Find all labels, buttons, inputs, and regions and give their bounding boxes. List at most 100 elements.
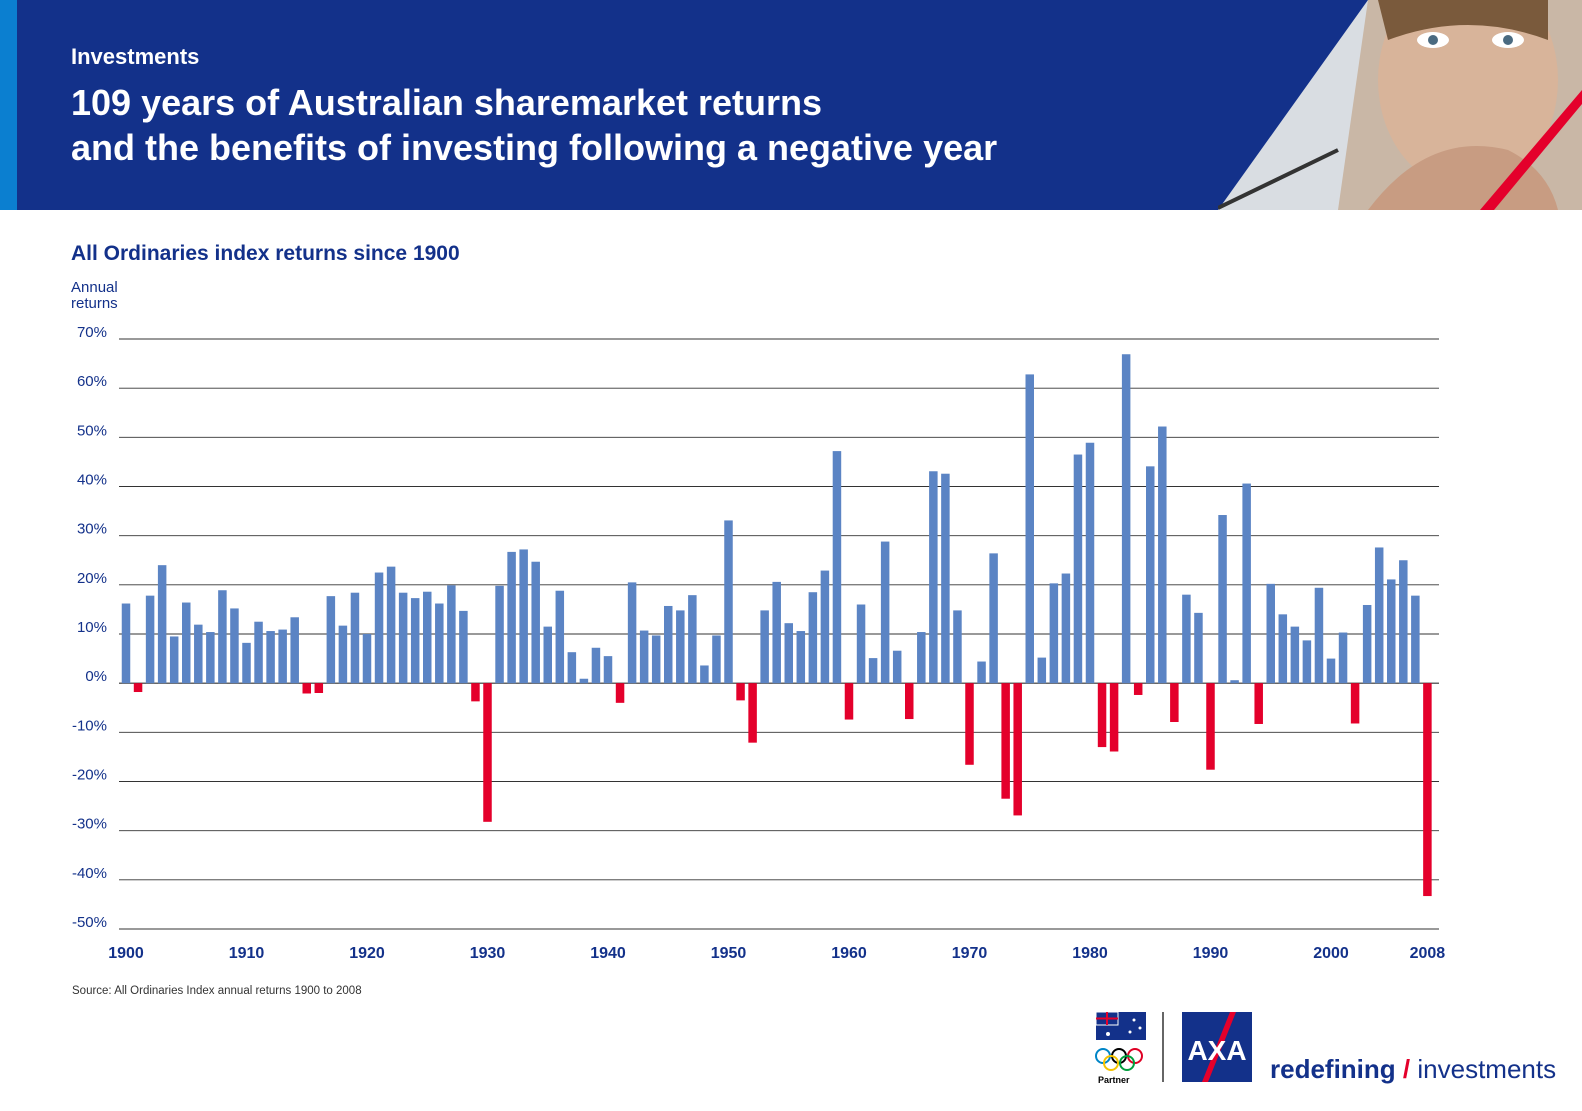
bar-1970 (965, 683, 974, 765)
x-axis-ticks: 1900 1910 1920 1930 1940 1950 1960 1970 1980 1990… (108, 945, 1445, 962)
y-axis-label: Annual returns (71, 280, 118, 312)
footer-logos: AXA (1095, 1011, 1252, 1082)
bar-1999 (1314, 587, 1324, 684)
bar-1987 (1170, 683, 1179, 723)
bar-2006 (1399, 560, 1408, 684)
bar-1994 (1254, 683, 1263, 724)
bar-1978 (1061, 573, 1071, 684)
bar-1957 (808, 592, 818, 684)
accent-strip (0, 0, 17, 210)
bar-1952 (748, 683, 757, 743)
bar-1914 (290, 617, 299, 684)
partner-label: Partner (1098, 1075, 1130, 1085)
bar-1936 (555, 590, 565, 684)
bar-1932 (507, 551, 516, 684)
y-tick-label: 50% (77, 422, 107, 439)
chart-title: All Ordinaries index returns since 1900 (71, 242, 460, 265)
bar-1951 (736, 683, 745, 701)
bar-1902 (145, 595, 155, 684)
bar-1933 (519, 549, 528, 684)
x-tick-label: 1950 (711, 945, 747, 962)
bar-1919 (350, 592, 360, 684)
y-tick-label: -50% (72, 914, 107, 931)
bar-1950 (724, 520, 733, 684)
bar-1927 (447, 585, 456, 684)
x-tick-label: 1940 (590, 945, 626, 962)
bar-1962 (868, 658, 878, 684)
bar-1966 (917, 632, 926, 684)
bar-1907 (206, 632, 215, 684)
bar-1910 (242, 642, 251, 684)
bar-1944 (651, 635, 661, 684)
source-note: Source: All Ordinaries Index annual retu… (72, 985, 362, 997)
y-axis-ticks: 70% 60% 50% 40% 30% 20% 10% 0% -10% -20% -30% -40% -… (72, 324, 107, 931)
bar-1972 (989, 553, 998, 684)
bar-1956 (796, 631, 806, 684)
bar-1942 (627, 582, 637, 684)
bar-1946 (676, 610, 685, 684)
bar-1990 (1206, 683, 1215, 770)
bar-2008 (1423, 683, 1432, 897)
bar-1993 (1242, 483, 1251, 684)
bar-1926 (435, 603, 444, 684)
bar-1901 (133, 683, 143, 693)
bar-1967 (929, 471, 938, 684)
bar-1985 (1146, 466, 1155, 684)
bar-1998 (1302, 640, 1312, 684)
brand-tagline: redefining / investments (1270, 1054, 1556, 1085)
y-tick-label: 0% (85, 668, 107, 685)
y-tick-label: 60% (77, 373, 107, 390)
olympic-flag-logo (1095, 1011, 1146, 1071)
x-tick-label: 1920 (349, 945, 385, 962)
bar-1964 (892, 650, 902, 684)
y-axis-label-line-1: Annual (71, 279, 118, 296)
bar-1941 (615, 683, 625, 703)
x-tick-label: 1930 (470, 945, 506, 962)
bar-1934 (531, 561, 540, 684)
bar-1940 (603, 656, 613, 684)
bar-1960 (844, 683, 854, 720)
bar-1916 (314, 683, 324, 693)
bar-2002 (1350, 683, 1360, 724)
bar-1931 (495, 585, 504, 684)
bar-1973 (1001, 683, 1010, 799)
bar-1958 (820, 570, 830, 684)
y-tick-label: 30% (77, 521, 107, 538)
bar-1984 (1133, 683, 1143, 695)
x-tick-label: 1970 (952, 945, 988, 962)
tagline-bold: redefining (1270, 1054, 1396, 1084)
section-kicker: Investments (71, 44, 200, 69)
bar-1908 (218, 590, 227, 684)
bar-1909 (230, 608, 239, 684)
tagline-slash: / (1402, 1054, 1411, 1084)
bar-1969 (953, 610, 962, 684)
x-tick-label: 1910 (229, 945, 265, 962)
y-tick-label: 10% (77, 619, 107, 636)
bar-1948 (700, 665, 709, 684)
bar-1947 (688, 595, 697, 684)
bar-1920 (362, 634, 372, 684)
bar-2005 (1387, 579, 1396, 684)
bar-1961 (856, 604, 866, 684)
bar-1988 (1182, 594, 1191, 684)
bar-1968 (941, 473, 950, 684)
header-banner: Investments 109 years of Australian shar… (0, 0, 1582, 210)
bar-1938 (579, 678, 589, 684)
y-tick-label: -10% (72, 717, 107, 734)
bar-1976 (1037, 657, 1047, 684)
y-tick-label: 20% (77, 570, 107, 587)
y-tick-label: -20% (72, 767, 107, 784)
bar-1913 (278, 629, 287, 684)
bar-1992 (1230, 680, 1239, 684)
y-axis-label-line-2: returns (71, 295, 118, 312)
axa-logo: AXA (1182, 1012, 1252, 1082)
x-tick-label: 1990 (1193, 945, 1229, 962)
bar-1982 (1109, 683, 1119, 752)
y-tick-label: 40% (77, 472, 107, 489)
bar-1906 (194, 624, 203, 684)
bar-1930 (483, 683, 492, 822)
x-tick-label: 2000 (1313, 945, 1349, 962)
bar-1924 (410, 598, 420, 684)
bar-1955 (784, 623, 793, 684)
bar-1977 (1049, 583, 1059, 684)
